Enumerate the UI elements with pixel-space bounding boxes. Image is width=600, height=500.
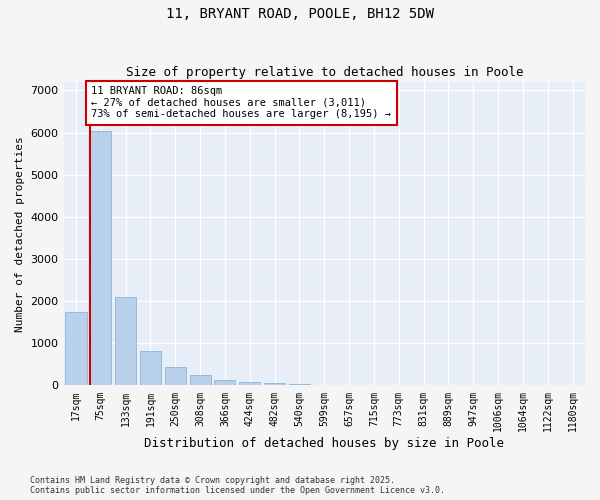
Bar: [65, 312, 86, 386]
Bar: [140, 351, 161, 386]
Bar: [165, 367, 186, 386]
Text: 11 BRYANT ROAD: 86sqm
← 27% of detached houses are smaller (3,011)
73% of semi-d: 11 BRYANT ROAD: 86sqm ← 27% of detached …: [91, 86, 391, 120]
Bar: [115, 297, 136, 386]
Title: Size of property relative to detached houses in Poole: Size of property relative to detached ho…: [125, 66, 523, 80]
Bar: [289, 384, 310, 386]
Y-axis label: Number of detached properties: Number of detached properties: [15, 136, 25, 332]
Bar: [239, 382, 260, 386]
Bar: [190, 374, 211, 386]
Bar: [90, 130, 112, 386]
Text: Contains HM Land Registry data © Crown copyright and database right 2025.
Contai: Contains HM Land Registry data © Crown c…: [30, 476, 445, 495]
Bar: [214, 380, 235, 386]
Text: 11, BRYANT ROAD, POOLE, BH12 5DW: 11, BRYANT ROAD, POOLE, BH12 5DW: [166, 8, 434, 22]
Bar: [314, 384, 335, 386]
Bar: [264, 383, 285, 386]
X-axis label: Distribution of detached houses by size in Poole: Distribution of detached houses by size …: [144, 437, 504, 450]
